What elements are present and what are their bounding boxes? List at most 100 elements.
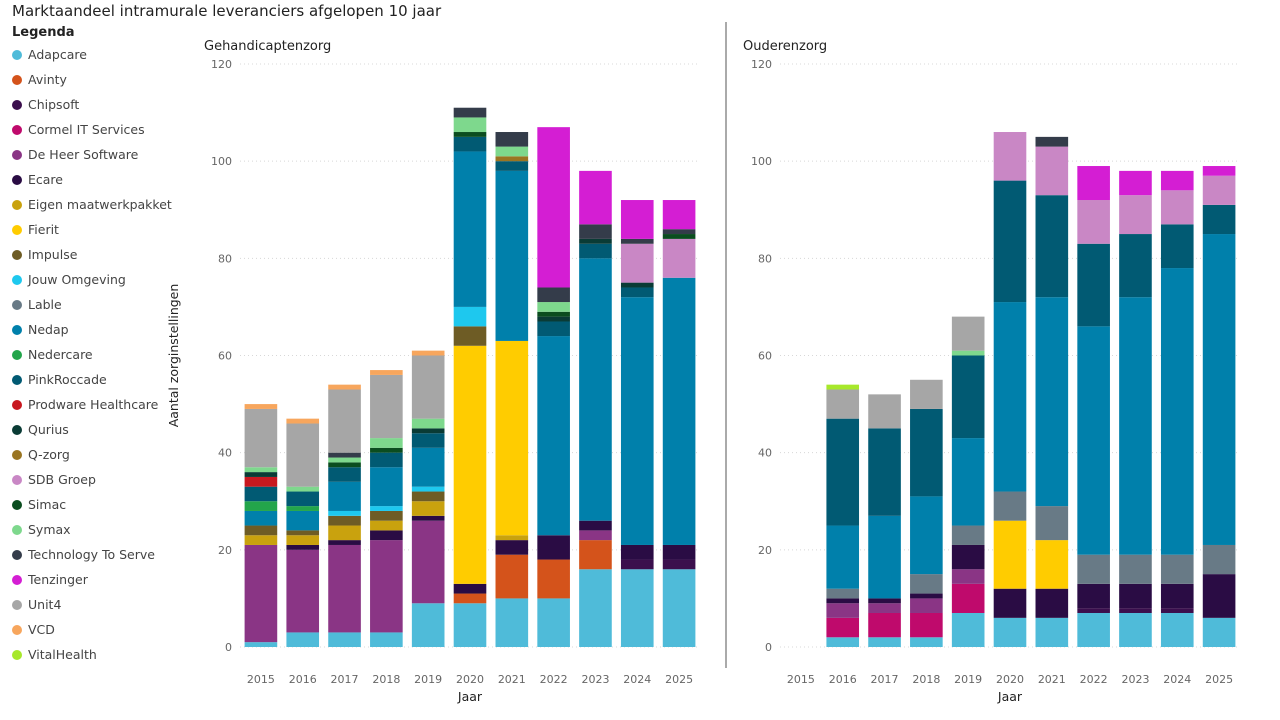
legend-item[interactable]: Ecare (12, 167, 182, 192)
legend-item[interactable]: Qurius (12, 417, 182, 442)
bar-segment (286, 549, 320, 633)
bar-segment (244, 642, 278, 647)
bar-segment (411, 486, 445, 492)
legend-swatch (12, 124, 22, 135)
legend-item[interactable]: De Heer Software (12, 142, 182, 167)
legend-item[interactable]: Q-zorg (12, 442, 182, 467)
bar-segment (244, 544, 278, 643)
legend-item[interactable]: Fierit (12, 217, 182, 242)
bar-segment (453, 136, 487, 152)
legend-label: Nedap (28, 322, 69, 337)
legend-swatch (12, 74, 22, 85)
bar-segment (951, 350, 985, 356)
legend-item[interactable]: Prodware Healthcare (12, 392, 182, 417)
legend-title: Legenda (12, 25, 75, 40)
legend-item[interactable]: Impulse (12, 242, 182, 267)
x-axis-title: Jaar (457, 689, 483, 704)
bar-segment (620, 238, 654, 244)
legend-item[interactable]: VCD (12, 617, 182, 642)
legend-item[interactable]: Unit4 (12, 592, 182, 617)
bar-segment (1119, 170, 1152, 196)
bar-segment (370, 540, 403, 633)
legend-item[interactable]: SDB Groep (12, 467, 182, 492)
bar-segment (537, 127, 570, 288)
legend-item[interactable]: Symax (12, 517, 182, 542)
bar-segment (1160, 190, 1194, 225)
bar-segment (868, 603, 901, 613)
legend-item[interactable]: Eigen maatwerkpakket (12, 192, 182, 217)
x-tick-label: 2021 (498, 673, 526, 686)
bar-segment (453, 593, 487, 604)
legend-label: Ecare (28, 172, 63, 187)
legend-item[interactable]: Nedercare (12, 342, 182, 367)
bar-segment (993, 520, 1027, 589)
bar-segment (286, 544, 320, 550)
legend-swatch (12, 399, 22, 410)
legend-swatch (12, 99, 22, 110)
bar-segment (1160, 608, 1194, 613)
bar-segment (453, 151, 487, 307)
bar-segment (993, 302, 1027, 492)
legend-item[interactable]: Nedap (12, 317, 182, 342)
legend-item[interactable]: Adapcare (12, 42, 182, 67)
bar-segment (495, 146, 529, 157)
bar-segment (1202, 574, 1236, 618)
x-tick-label: 2023 (581, 673, 609, 686)
legend-swatch (12, 299, 22, 310)
bar-segment (951, 525, 985, 545)
panel-title: Gehandicaptenzorg (204, 39, 331, 54)
bar-segment (826, 588, 860, 599)
bar-segment (1077, 554, 1110, 584)
bar-segment (1202, 204, 1236, 235)
legend-item[interactable]: Avinty (12, 67, 182, 92)
legend-item[interactable]: Chipsoft (12, 92, 182, 117)
bar-segment (286, 486, 320, 492)
bar-segment (579, 569, 612, 647)
bar-segment (328, 462, 361, 468)
bar-segment (1119, 583, 1152, 609)
bar-segment (1035, 136, 1069, 147)
legend-swatch (12, 424, 22, 435)
legend-item[interactable]: Tenzinger (12, 567, 182, 592)
x-tick-label: 2020 (456, 673, 484, 686)
legend-swatch (12, 624, 22, 635)
bar-segment (1160, 612, 1194, 647)
bar-segment (244, 535, 278, 545)
bar-segment (328, 481, 361, 511)
legend-label: Nedercare (28, 347, 93, 362)
y-tick-label: 100 (211, 155, 232, 168)
legend-item[interactable]: Technology To Serve (12, 542, 182, 567)
bar-segment (620, 287, 654, 298)
bar-segment (579, 520, 612, 531)
bar-segment (620, 200, 654, 239)
legend-item[interactable]: Lable (12, 292, 182, 317)
legend-label: Unit4 (28, 597, 62, 612)
bar-segment (370, 530, 403, 541)
bar-segment (286, 506, 320, 511)
legend-item[interactable]: Cormel IT Services (12, 117, 182, 142)
bar-segment (286, 535, 320, 545)
legend-swatch (12, 249, 22, 260)
x-tick-label: 2025 (665, 673, 693, 686)
y-tick-label: 20 (218, 544, 232, 557)
legend-label: De Heer Software (28, 147, 139, 162)
bar-segment (1119, 608, 1152, 613)
bar-segment (1077, 243, 1110, 327)
x-axis-title: Jaar (997, 689, 1023, 704)
legend-item[interactable]: Jouw Omgeving (12, 267, 182, 292)
legend-item[interactable]: VitalHealth (12, 642, 182, 667)
bar-segment (910, 496, 943, 575)
legend-swatch (12, 349, 22, 360)
legend-item[interactable]: PinkRoccade (12, 367, 182, 392)
bar-segment (1077, 200, 1110, 244)
bar-segment (662, 569, 696, 647)
x-tick-label: 2022 (540, 673, 568, 686)
legend-label: Eigen maatwerkpakket (28, 197, 172, 212)
bar-segment (370, 374, 403, 439)
bar-segment (1202, 544, 1236, 575)
bar-segment (1035, 588, 1069, 618)
x-tick-label: 2021 (1038, 673, 1066, 686)
bar-segment (620, 243, 654, 283)
bar-segment (453, 603, 487, 647)
legend-item[interactable]: Simac (12, 492, 182, 517)
